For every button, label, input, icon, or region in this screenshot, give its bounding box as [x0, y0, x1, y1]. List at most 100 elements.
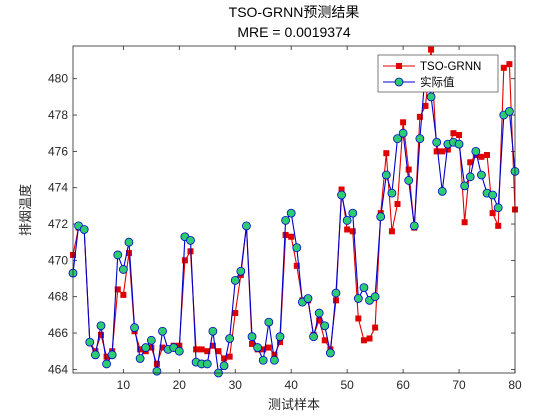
data-point-tso-grnn: [288, 233, 295, 240]
data-point-tso-grnn: [344, 226, 351, 233]
data-point-tso-grnn: [349, 228, 356, 235]
data-point-actual: [325, 348, 335, 358]
data-point-actual: [303, 294, 313, 303]
data-point-actual: [320, 321, 330, 331]
data-point-tso-grnn: [422, 102, 429, 109]
y-tick-label: 476: [48, 144, 68, 158]
data-point-actual: [454, 139, 464, 149]
data-point-tso-grnn: [215, 348, 222, 355]
data-point-tso-grnn: [232, 310, 239, 317]
data-point-tso-grnn: [416, 113, 423, 120]
data-point-tso-grnn: [500, 64, 507, 71]
data-point-tso-grnn: [209, 342, 216, 349]
series-layer: [68, 46, 520, 378]
y-tick-label: 466: [48, 326, 68, 340]
data-point-actual: [202, 359, 212, 369]
data-point-actual: [113, 250, 123, 260]
data-point-tso-grnn: [103, 353, 110, 360]
data-point-actual: [387, 188, 397, 198]
data-point-actual: [477, 170, 486, 180]
data-point-tso-grnn: [394, 201, 401, 208]
data-point-tso-grnn: [125, 250, 132, 257]
data-point-actual: [460, 181, 470, 191]
data-point-tso-grnn: [506, 61, 513, 68]
data-point-tso-grnn: [461, 219, 468, 226]
data-point-actual: [225, 334, 235, 343]
data-point-tso-grnn: [120, 291, 127, 298]
legend[interactable]: TSO-GRNN 实际值: [377, 54, 499, 93]
data-point-actual: [158, 326, 167, 336]
data-point-actual: [146, 335, 156, 345]
data-point-actual: [253, 343, 263, 352]
data-point-actual: [79, 225, 89, 234]
data-point-actual: [107, 350, 117, 360]
data-point-tso-grnn: [277, 339, 284, 346]
data-point-tso-grnn: [338, 186, 345, 193]
data-point-tso-grnn: [355, 315, 362, 322]
data-point-actual: [135, 354, 145, 363]
y-tick-label: 474: [48, 181, 68, 195]
data-point-actual: [342, 215, 352, 225]
data-point-actual: [353, 294, 363, 303]
data-point-actual: [432, 137, 442, 147]
data-point-tso-grnn: [383, 150, 390, 157]
data-point-actual: [348, 208, 358, 218]
data-point-actual: [309, 332, 318, 342]
data-point-actual: [152, 366, 162, 376]
data-point-tso-grnn: [114, 286, 121, 293]
data-point-actual: [85, 337, 95, 347]
data-point-actual: [236, 266, 246, 276]
y-tick-label: 464: [48, 362, 68, 376]
data-point-tso-grnn: [249, 340, 256, 347]
x-tick-label: 40: [285, 378, 299, 392]
y-tick-label: 468: [48, 290, 68, 304]
data-point-tso-grnn: [265, 344, 272, 351]
data-point-tso-grnn: [97, 331, 104, 338]
data-point-actual: [471, 146, 481, 156]
data-point-actual: [426, 92, 436, 102]
legend-label-tso-grnn: TSO-GRNN: [420, 61, 481, 73]
data-point-actual: [359, 283, 369, 293]
data-point-actual: [381, 170, 391, 180]
y-tick-label: 478: [48, 108, 68, 122]
data-point-tso-grnn: [193, 346, 200, 353]
data-point-tso-grnn: [221, 355, 228, 362]
data-point-tso-grnn: [478, 153, 485, 160]
data-point-tso-grnn: [204, 348, 211, 355]
data-point-actual: [437, 186, 447, 196]
axis-ticks: 10 20 30 40 50 60 70 80 464 466 468 470 472 474 476 478…: [48, 46, 522, 392]
data-point-actual: [409, 221, 419, 231]
data-point-actual: [398, 128, 408, 138]
data-point-actual: [314, 308, 324, 318]
data-point-actual: [258, 355, 268, 365]
data-point-actual: [219, 361, 229, 371]
x-tick-label: 20: [173, 378, 187, 392]
data-point-tso-grnn: [405, 166, 412, 173]
data-point-tso-grnn: [271, 351, 278, 358]
data-point-actual: [208, 326, 218, 336]
data-point-actual: [186, 235, 195, 245]
data-point-tso-grnn: [153, 360, 160, 367]
data-point-tso-grnn: [137, 346, 144, 353]
data-point-tso-grnn: [439, 148, 446, 155]
data-point-actual: [275, 332, 285, 342]
legend-marker-actual: [394, 77, 404, 87]
y-tick-label: 470: [48, 253, 68, 267]
data-point-actual: [415, 134, 425, 144]
x-tick-label: 30: [229, 378, 243, 392]
data-point-tso-grnn: [366, 335, 373, 342]
data-point-actual: [331, 288, 341, 298]
data-point-actual: [174, 346, 184, 356]
data-point-tso-grnn: [388, 228, 395, 235]
data-point-tso-grnn: [489, 210, 496, 217]
data-point-tso-grnn: [316, 317, 323, 324]
y-tick-label: 472: [48, 217, 68, 231]
data-point-actual: [102, 359, 111, 369]
x-tick-label: 70: [452, 378, 466, 392]
data-point-tso-grnn: [433, 148, 440, 155]
series-actual: [68, 65, 520, 378]
data-point-actual: [264, 317, 274, 327]
data-point-tso-grnn: [260, 346, 267, 353]
data-point-tso-grnn: [332, 297, 339, 304]
